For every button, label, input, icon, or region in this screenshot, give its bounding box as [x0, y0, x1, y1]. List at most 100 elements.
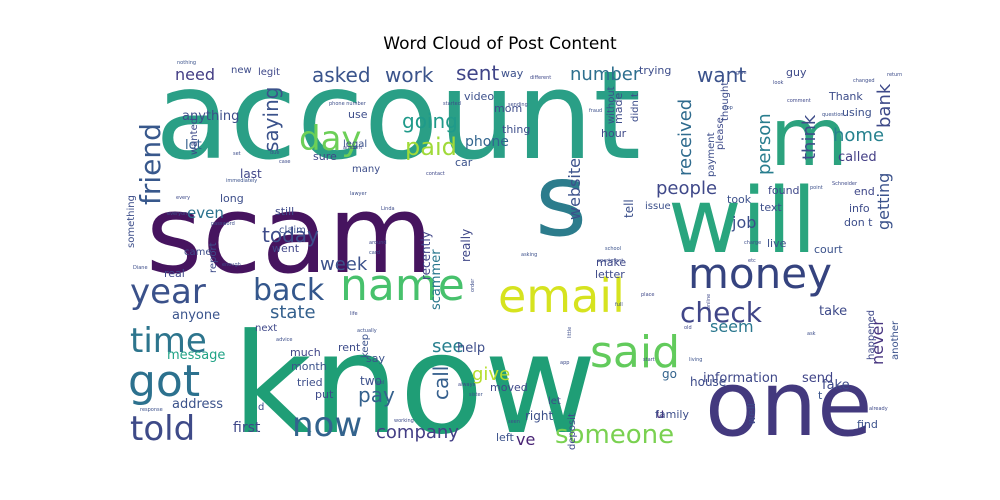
word-133: d: [258, 402, 264, 413]
word-84: put: [315, 388, 334, 401]
word-111: way: [501, 67, 524, 80]
word-68: tell: [622, 199, 636, 218]
word-59: anyone: [172, 308, 220, 323]
word-132: issue: [645, 201, 671, 212]
word-100: info: [849, 202, 870, 215]
word-145: etc: [748, 258, 756, 264]
word-3: will: [668, 169, 817, 274]
word-21: paid: [405, 133, 457, 161]
word-95: guy: [786, 66, 807, 79]
word-176: app: [560, 360, 569, 366]
word-83: tried: [297, 376, 323, 389]
word-8: name: [340, 260, 465, 311]
word-16: now: [292, 405, 362, 445]
word-156: contact: [426, 171, 445, 177]
word-154: set: [233, 151, 241, 157]
word-96: found: [768, 184, 800, 197]
word-155: case: [279, 159, 291, 165]
word-165: Diane: [133, 265, 148, 271]
word-77: sure: [313, 150, 337, 163]
word-143: stop: [722, 105, 733, 111]
word-182: feel: [375, 380, 384, 386]
word-180: already: [869, 406, 888, 412]
word-10: got: [128, 356, 200, 407]
word-2: scam: [146, 173, 433, 298]
word-38: week: [320, 254, 368, 275]
word-178: living: [689, 357, 702, 363]
word-35: see: [432, 336, 464, 357]
word-53: called: [838, 150, 877, 165]
word-73: last: [240, 167, 262, 181]
word-63: fake: [822, 378, 850, 393]
word-37: want: [697, 63, 746, 87]
word-149: different: [530, 75, 551, 81]
word-61: address: [172, 397, 223, 412]
word-36: number: [570, 64, 641, 85]
word-98: court: [814, 243, 843, 256]
word-5: one: [705, 352, 872, 457]
word-48: seem: [710, 317, 754, 336]
word-19: someone: [555, 420, 674, 450]
word-22: going: [402, 109, 458, 133]
word-75: made: [612, 93, 625, 124]
word-57: anything: [182, 109, 239, 124]
word-109: thing: [502, 123, 530, 136]
word-26: asked: [312, 63, 371, 87]
word-89: family: [655, 408, 689, 421]
word-20: friend: [134, 123, 167, 205]
word-171: full: [615, 302, 623, 308]
word-70: go: [662, 367, 677, 381]
word-74: long: [220, 192, 244, 205]
word-130: something: [126, 195, 137, 248]
word-25: saying: [259, 87, 283, 152]
word-9: email: [498, 269, 625, 323]
word-138: Schneider: [832, 181, 858, 187]
word-179: ask: [807, 331, 816, 337]
word-79: still: [275, 205, 294, 218]
word-4: s: [535, 142, 587, 259]
word-144: give: [736, 70, 747, 76]
word-125: without: [606, 86, 617, 124]
word-85: two: [360, 374, 382, 388]
word-112: trying: [639, 64, 671, 77]
word-113: new: [231, 65, 252, 76]
word-166: enough: [222, 262, 241, 268]
word-117: wanted: [189, 118, 200, 155]
word-119: came: [184, 247, 212, 258]
word-164: card: [369, 250, 380, 256]
word-94: Thank: [828, 90, 863, 103]
word-158: lawyer: [350, 191, 368, 197]
word-72: right: [525, 409, 553, 423]
word-82: month: [291, 360, 327, 373]
word-163: around: [369, 240, 387, 246]
word-152: amount: [343, 145, 362, 151]
word-7: money: [688, 249, 832, 298]
word-167: asking: [521, 252, 537, 258]
word-105: make: [596, 256, 626, 269]
word-14: told: [130, 409, 195, 449]
word-123: payment: [706, 132, 717, 177]
word-175: little: [567, 327, 573, 338]
word-0: account: [155, 45, 641, 187]
word-86: say: [366, 352, 385, 365]
word-33: home: [833, 125, 884, 146]
word-108: video: [464, 90, 494, 103]
word-28: state: [270, 302, 316, 323]
word-169: apartment: [597, 258, 623, 264]
word-78: went: [272, 242, 300, 255]
chart-title: Word Cloud of Post Content: [383, 34, 617, 54]
word-177: old: [684, 325, 692, 331]
word-6: m: [770, 91, 848, 184]
word-120: report: [208, 242, 219, 273]
word-81: much: [290, 346, 321, 359]
word-49: phone: [465, 134, 509, 150]
word-101: end: [854, 185, 875, 198]
word-151: phone number: [329, 101, 367, 107]
word-1: know: [232, 304, 597, 465]
word-64: send: [802, 371, 833, 386]
word-137: charge: [744, 240, 761, 246]
word-29: call: [429, 366, 453, 400]
word-170: place: [641, 292, 654, 298]
